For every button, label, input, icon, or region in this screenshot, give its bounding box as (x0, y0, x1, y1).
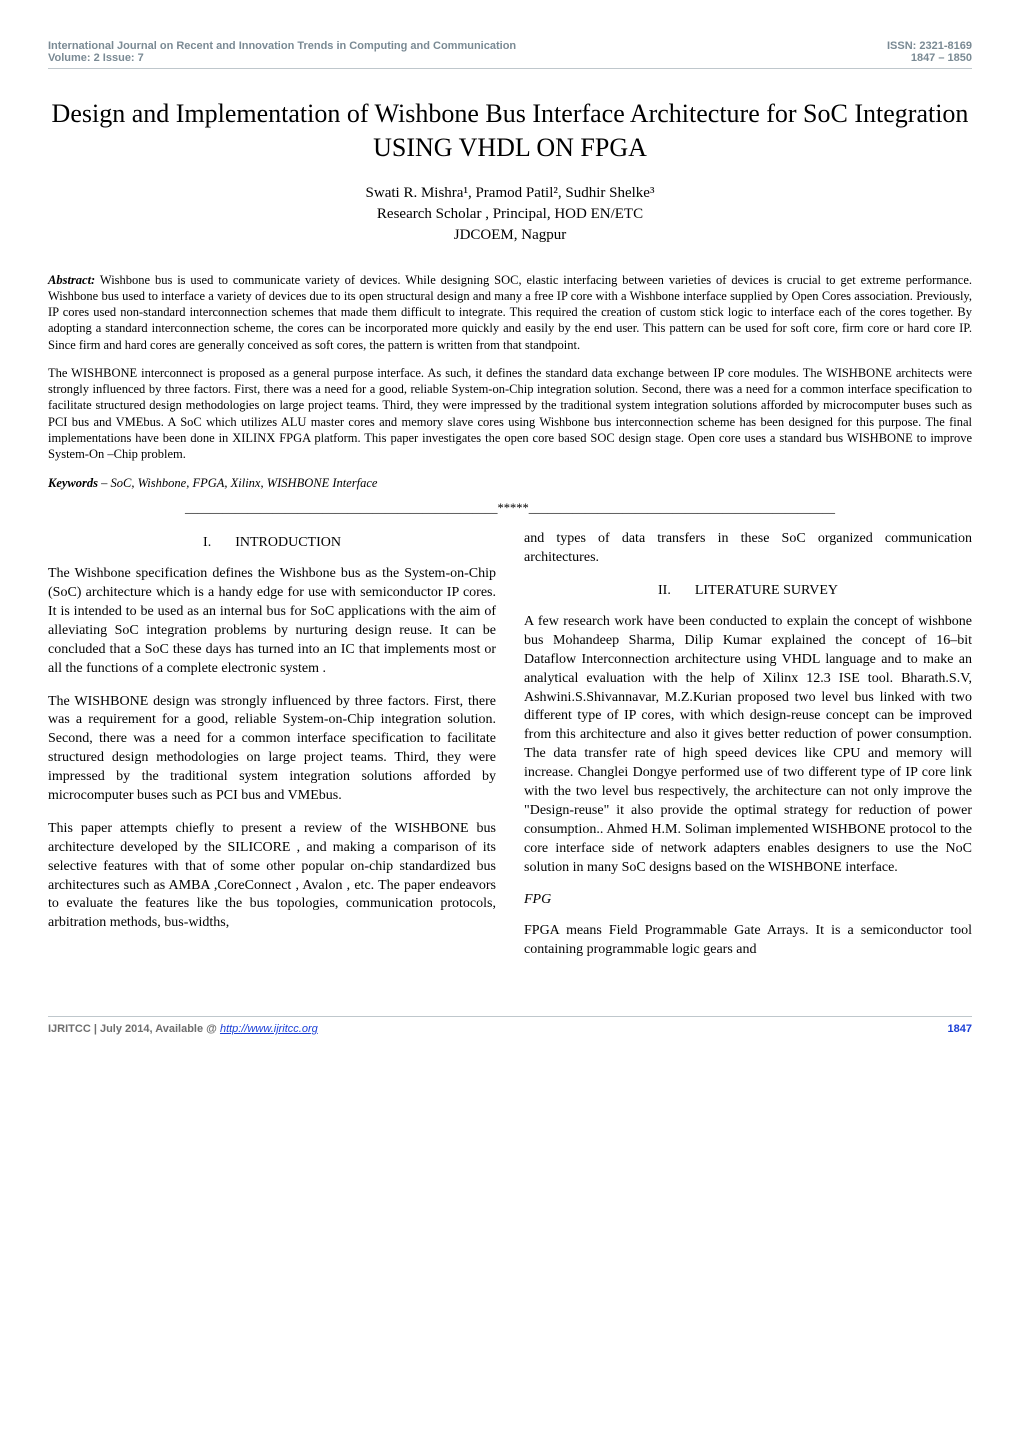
section-1-p1: The Wishbone specification defines the W… (48, 565, 496, 678)
keywords-text: – SoC, Wishbone, FPGA, Xilinx, WISHBONE … (98, 476, 377, 490)
journal-name-block: International Journal on Recent and Inno… (48, 40, 516, 64)
section-divider: ________________________________________… (48, 501, 972, 516)
section-2-p2: FPGA means Field Programmable Gate Array… (524, 922, 972, 960)
right-column: and types of data transfers in these SoC… (524, 530, 972, 974)
section-1-title: INTRODUCTION (235, 535, 341, 550)
section-2-p1: A few research work have been conducted … (524, 613, 972, 877)
abstract-para1: Wishbone bus is used to communicate vari… (48, 273, 972, 352)
page-footer: IJRITCC | July 2014, Available @ http://… (48, 1016, 972, 1035)
abstract-block: Abstract: Wishbone bus is used to commun… (48, 272, 972, 353)
fpg-subheading: FPG (524, 891, 972, 910)
author-names: Swati R. Mishra¹, Pramod Patil², Sudhir … (48, 183, 972, 204)
section-1-p2: The WISHBONE design was strongly influen… (48, 693, 496, 806)
authors-block: Swati R. Mishra¹, Pramod Patil², Sudhir … (48, 183, 972, 246)
journal-pages: 1847 – 1850 (887, 52, 972, 64)
journal-header: International Journal on Recent and Inno… (48, 40, 972, 64)
author-affiliation: JDCOEM, Nagpur (48, 225, 972, 246)
left-column: I. INTRODUCTION The Wishbone specificatio… (48, 530, 496, 974)
header-rule (48, 68, 972, 69)
author-roles: Research Scholar , Principal, HOD EN/ETC (48, 204, 972, 225)
abstract-para2: The WISHBONE interconnect is proposed as… (48, 365, 972, 463)
keywords-label: Keywords (48, 476, 98, 490)
two-column-body: I. INTRODUCTION The Wishbone specificatio… (48, 530, 972, 974)
keywords-line: Keywords – SoC, Wishbone, FPGA, Xilinx, … (48, 476, 972, 491)
section-2-roman: II. (658, 582, 671, 601)
col2-continuation: and types of data transfers in these SoC… (524, 530, 972, 568)
abstract-label: Abstract: (48, 273, 95, 287)
section-1-p3: This paper attempts chiefly to present a… (48, 820, 496, 933)
footer-left: IJRITCC | July 2014, Available @ http://… (48, 1023, 318, 1035)
section-2-heading: II. LITERATURE SURVEY (524, 582, 972, 601)
journal-volume-issue: Volume: 2 Issue: 7 (48, 52, 516, 64)
section-1-roman: I. (203, 534, 211, 553)
section-1-heading: I. INTRODUCTION (48, 534, 496, 553)
footer-prefix: IJRITCC | July 2014, Available @ (48, 1023, 220, 1035)
section-2-title: LITERATURE SURVEY (695, 583, 838, 598)
journal-title: International Journal on Recent and Inno… (48, 40, 516, 52)
paper-title: Design and Implementation of Wishbone Bu… (48, 97, 972, 165)
journal-meta-block: ISSN: 2321-8169 1847 – 1850 (887, 40, 972, 64)
footer-page-number: 1847 (948, 1023, 972, 1035)
footer-link[interactable]: http://www.ijritcc.org (220, 1023, 318, 1035)
journal-issn: ISSN: 2321-8169 (887, 40, 972, 52)
